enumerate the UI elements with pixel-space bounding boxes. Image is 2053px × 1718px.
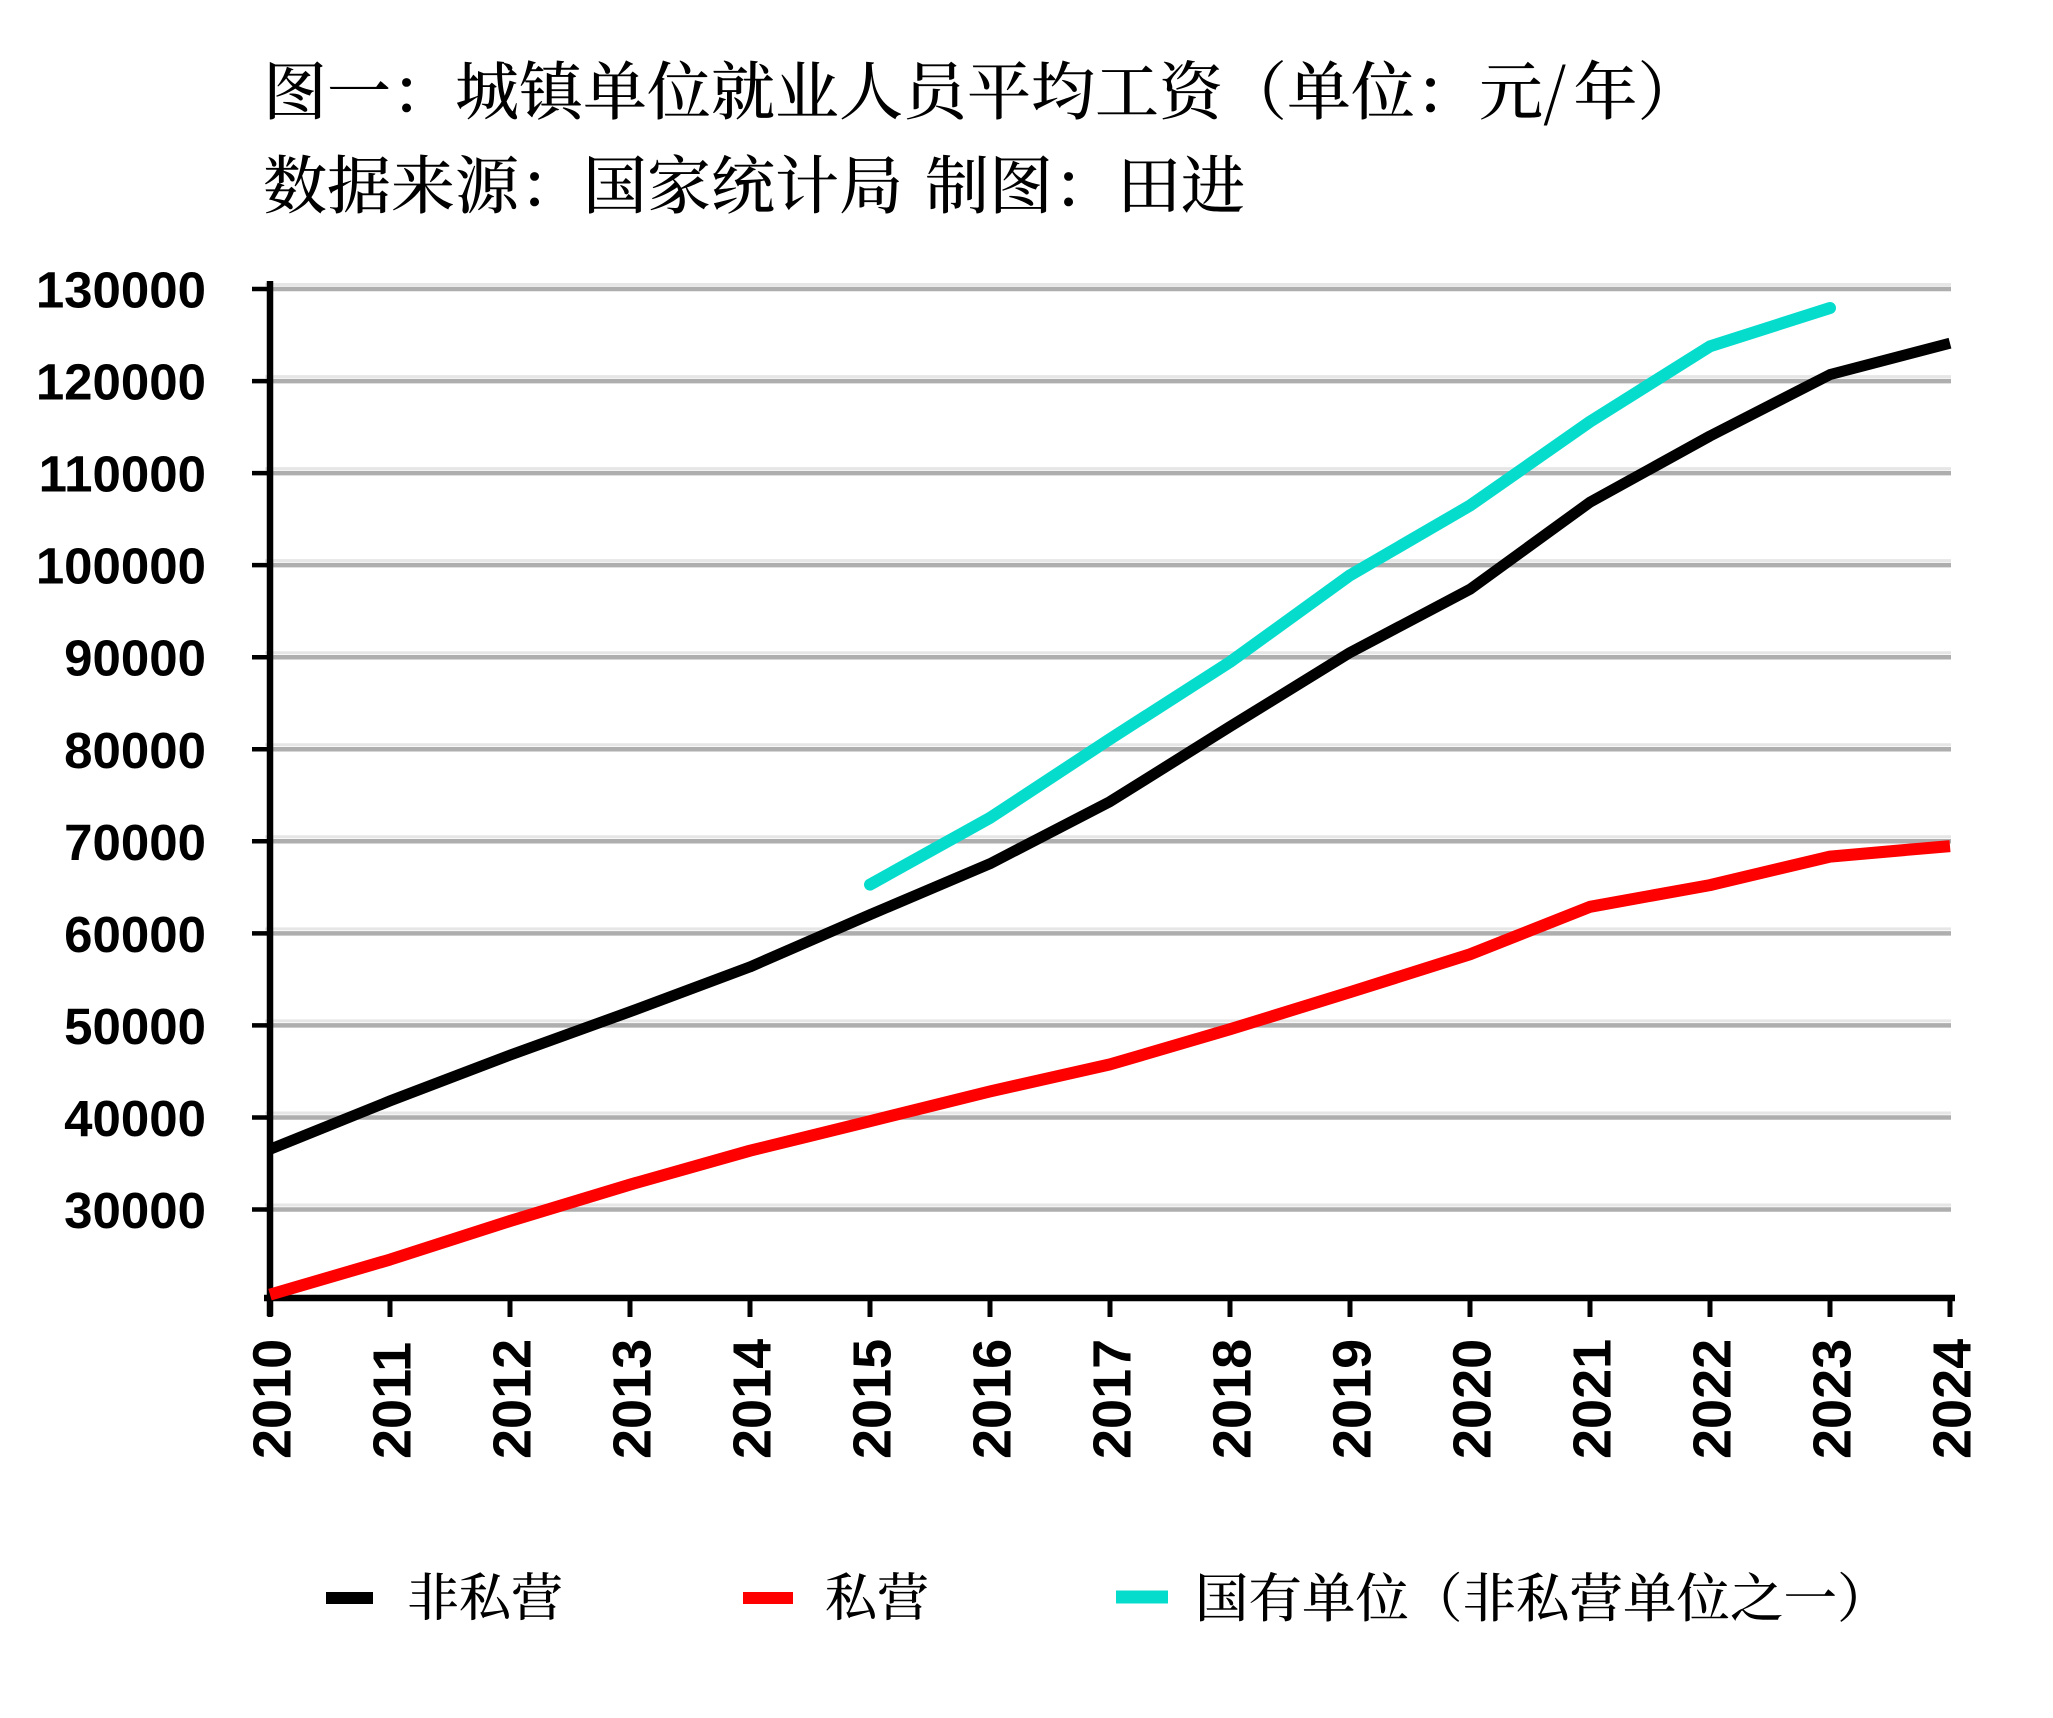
svg-text:2017: 2017	[1083, 1339, 1143, 1459]
svg-text:130000: 130000	[36, 262, 206, 319]
svg-text:2024: 2024	[1923, 1339, 1983, 1459]
svg-text:2021: 2021	[1563, 1339, 1623, 1459]
svg-text:100000: 100000	[36, 538, 206, 595]
svg-text:2019: 2019	[1323, 1339, 1383, 1459]
svg-text:2020: 2020	[1443, 1339, 1503, 1459]
svg-text:50000: 50000	[64, 998, 206, 1055]
svg-text:30000: 30000	[64, 1182, 206, 1239]
svg-text:2013: 2013	[603, 1339, 663, 1459]
svg-text:2011: 2011	[363, 1342, 423, 1459]
svg-text:2016: 2016	[963, 1339, 1023, 1459]
svg-text:40000: 40000	[64, 1090, 206, 1147]
svg-text:2023: 2023	[1803, 1339, 1863, 1459]
svg-text:110000: 110000	[39, 446, 206, 503]
svg-text:80000: 80000	[64, 722, 206, 779]
svg-text:2012: 2012	[483, 1339, 543, 1459]
svg-text:2014: 2014	[723, 1339, 783, 1459]
svg-text:90000: 90000	[64, 630, 206, 687]
svg-text:2022: 2022	[1683, 1339, 1743, 1459]
svg-text:60000: 60000	[64, 906, 206, 963]
svg-text:70000: 70000	[64, 814, 206, 871]
svg-text:120000: 120000	[36, 354, 206, 411]
svg-text:2010: 2010	[243, 1339, 303, 1459]
svg-text:2018: 2018	[1203, 1339, 1263, 1459]
svg-text:2015: 2015	[843, 1339, 903, 1459]
